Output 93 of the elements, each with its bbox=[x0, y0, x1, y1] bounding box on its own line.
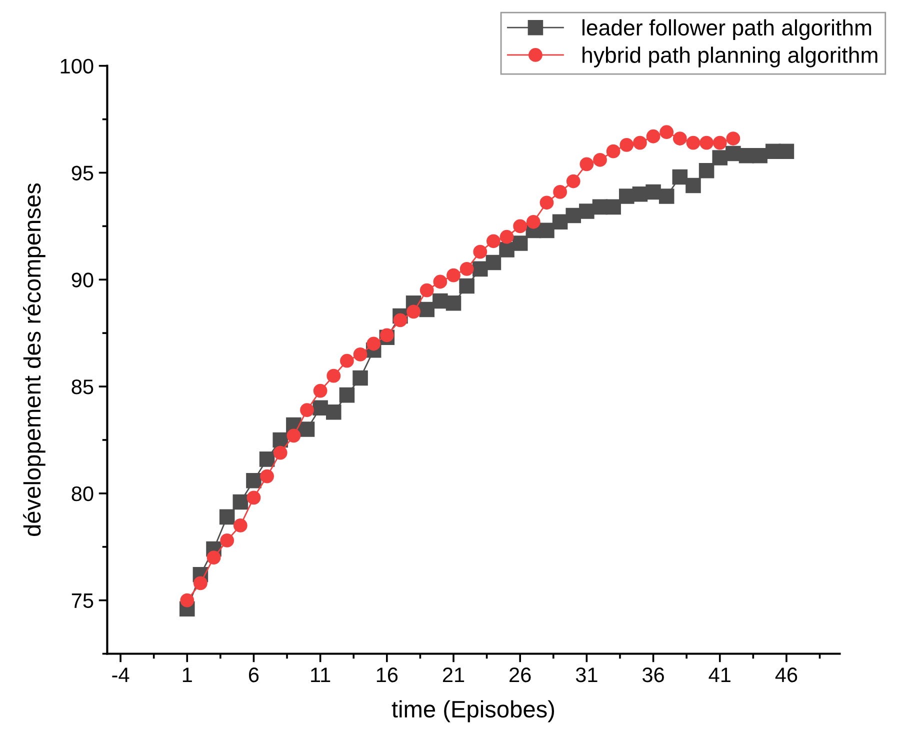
point bbox=[686, 178, 701, 194]
point bbox=[353, 348, 368, 362]
point bbox=[433, 274, 448, 289]
point bbox=[259, 452, 275, 467]
x-tick-label: 31 bbox=[576, 667, 598, 682]
point bbox=[593, 152, 607, 167]
point bbox=[672, 132, 687, 146]
x-tick-label: 21 bbox=[442, 667, 464, 682]
x-tick-label: 46 bbox=[775, 667, 798, 682]
point bbox=[579, 204, 594, 219]
y-axis-title: développement des récompenses bbox=[23, 183, 46, 536]
point bbox=[420, 283, 434, 298]
point bbox=[219, 509, 235, 525]
point bbox=[658, 188, 674, 204]
x-tick-label: 16 bbox=[376, 667, 398, 682]
point bbox=[246, 490, 261, 505]
x-tick-label: 6 bbox=[248, 667, 259, 682]
point bbox=[766, 144, 781, 159]
point bbox=[299, 422, 315, 437]
point bbox=[393, 313, 408, 328]
point bbox=[539, 222, 554, 238]
x-tick-label: 1 bbox=[182, 668, 192, 682]
point bbox=[486, 234, 500, 248]
point bbox=[352, 370, 368, 386]
point bbox=[566, 174, 580, 188]
point bbox=[752, 148, 768, 164]
point bbox=[286, 428, 301, 443]
x-tick-label: 26 bbox=[510, 667, 531, 682]
point bbox=[446, 268, 460, 282]
y-tick-label: 85 bbox=[72, 380, 94, 394]
point bbox=[526, 214, 540, 229]
point bbox=[273, 446, 288, 460]
point bbox=[180, 593, 194, 608]
point bbox=[698, 162, 714, 178]
point bbox=[300, 403, 314, 417]
point bbox=[473, 244, 488, 259]
point bbox=[460, 262, 474, 276]
x-tick-label: 11 bbox=[311, 668, 330, 682]
point bbox=[472, 261, 488, 277]
point bbox=[246, 472, 262, 488]
legend-label: hybrid path planning algorithm bbox=[582, 46, 878, 68]
y-tick-label: 100 bbox=[60, 58, 94, 74]
point bbox=[446, 295, 462, 311]
point bbox=[778, 144, 794, 159]
point bbox=[366, 336, 381, 351]
point bbox=[260, 469, 274, 484]
point bbox=[606, 144, 620, 158]
x-tick-label: -4 bbox=[112, 668, 130, 682]
point bbox=[726, 132, 740, 146]
point bbox=[580, 157, 594, 172]
point bbox=[513, 219, 528, 234]
y-tick-label: 75 bbox=[72, 594, 94, 608]
point bbox=[606, 199, 621, 215]
point bbox=[712, 150, 728, 166]
point bbox=[206, 550, 221, 564]
point bbox=[232, 494, 248, 510]
point bbox=[660, 125, 674, 140]
point bbox=[712, 136, 727, 150]
point bbox=[646, 129, 660, 144]
legend-label: leader follower path algorithm bbox=[582, 19, 872, 40]
point bbox=[406, 304, 420, 319]
point bbox=[633, 136, 647, 150]
point bbox=[340, 354, 354, 368]
point bbox=[512, 236, 528, 251]
point bbox=[619, 188, 634, 204]
x-tick-label: 41 bbox=[708, 668, 730, 682]
point bbox=[486, 254, 502, 270]
point bbox=[459, 278, 474, 294]
y-tick-label: 95 bbox=[72, 166, 94, 180]
point bbox=[500, 230, 514, 244]
y-tick-label: 90 bbox=[72, 272, 94, 288]
point bbox=[672, 169, 688, 185]
point bbox=[326, 404, 342, 420]
point bbox=[233, 518, 248, 532]
x-axis-title: time (Episobes) bbox=[392, 700, 554, 722]
point bbox=[566, 208, 582, 224]
y-tick-label: 80 bbox=[72, 486, 94, 502]
point bbox=[686, 136, 700, 150]
point bbox=[194, 576, 208, 590]
point bbox=[540, 196, 554, 210]
point bbox=[499, 242, 514, 258]
point bbox=[313, 384, 328, 398]
point bbox=[419, 302, 434, 318]
point bbox=[620, 138, 634, 152]
point bbox=[552, 214, 568, 230]
point bbox=[700, 136, 714, 150]
x-tick-label: 36 bbox=[642, 667, 664, 682]
point bbox=[326, 368, 341, 383]
point bbox=[646, 184, 661, 200]
point bbox=[272, 432, 288, 448]
point bbox=[220, 533, 234, 548]
point bbox=[339, 387, 355, 403]
point bbox=[553, 185, 567, 199]
